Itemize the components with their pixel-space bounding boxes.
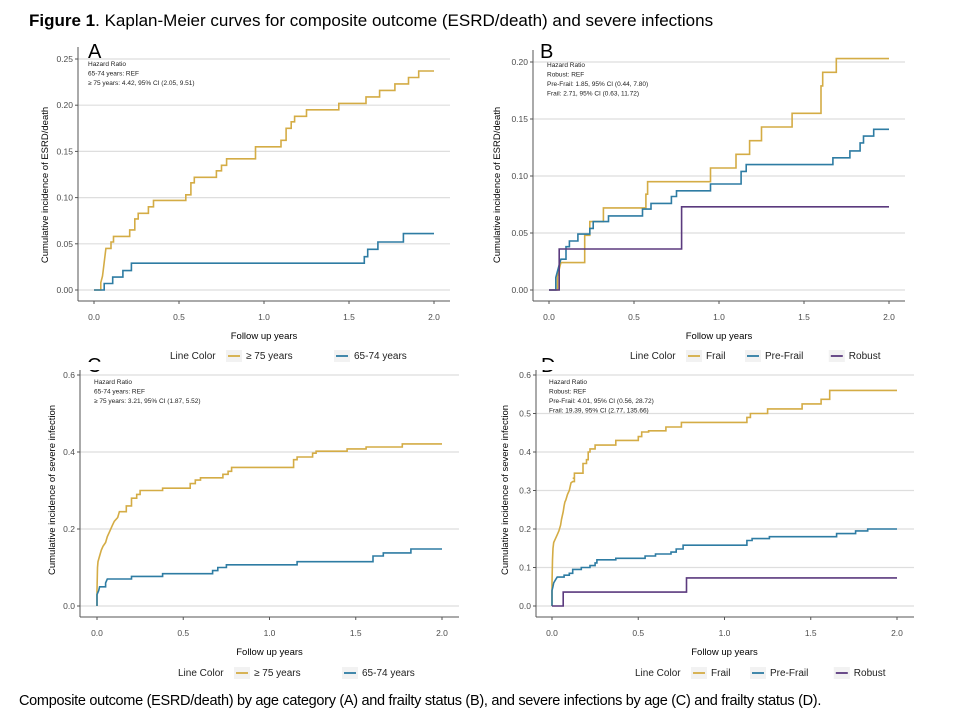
panel-c-legend-label: 65-74 years <box>362 668 415 679</box>
panel-b-hazard-annotation-line: Robust: REF <box>547 72 584 79</box>
panel-d-y-tick-label: 0.3 <box>519 486 531 496</box>
panel-d-y-tick-label: 0.6 <box>519 370 531 380</box>
panel-a-series-65-74-years-line <box>94 232 434 291</box>
panel-a-series--75-years-line <box>94 70 434 291</box>
panel-b-x-tick-label: 1.0 <box>713 312 725 322</box>
panel-a-y-tick-label: 0.10 <box>56 193 73 203</box>
panel-c-y-tick-label: 0.0 <box>63 601 75 611</box>
panel-d-series-robust-line <box>552 577 897 607</box>
panel-a-y-axis-title: Cumulative incidence of ESRD/death <box>40 107 51 263</box>
panel-a-y-tick-label: 0.00 <box>56 285 73 295</box>
panel-c-x-tick-label: 1.0 <box>264 628 276 638</box>
panel-c-hazard-annotation-line: Hazard Ratio <box>94 379 132 386</box>
panel-c-y-tick-label: 0.2 <box>63 524 75 534</box>
panel-b-hazard-annotation-line: Frail: 2.71, 95% CI (0.63, 11.72) <box>547 91 639 98</box>
panel-d-hazard-annotation-line: Robust: REF <box>549 389 586 396</box>
panel-a-hazard-annotation-line: ≥ 75 years: 4.42, 95% CI (2.05, 9.51) <box>88 80 195 87</box>
panel-b-series-frail-line <box>549 57 889 291</box>
panel-c-hazard-annotation-line: ≥ 75 years: 3.21, 95% CI (1.87, 5.52) <box>94 398 201 405</box>
panel-d-series-frail-line <box>551 389 897 606</box>
panel-b-y-tick-label: 0.10 <box>511 171 528 181</box>
panel-a-y-tick-label: 0.05 <box>56 239 73 249</box>
panel-d-legend-label: Robust <box>854 668 886 679</box>
legend-clip-mask <box>0 362 957 370</box>
panel-b-x-tick-label: 0.5 <box>628 312 640 322</box>
panel-d-series-pre-frail-line <box>551 528 897 606</box>
panel-b-series-pre-frail-line <box>549 128 889 291</box>
panel-b-legend-title: Line Color <box>630 351 676 362</box>
panel-d-x-tick-label: 0.5 <box>632 628 644 638</box>
panel-a-x-tick-label: 1.5 <box>343 312 355 322</box>
panel-d-legend-label: Frail <box>711 668 730 679</box>
panel-d-y-tick-label: 0.5 <box>519 409 531 419</box>
panel-b-hazard-annotation-line: Hazard Ratio <box>547 62 585 69</box>
panel-a-legend-label: ≥ 75 years <box>246 351 293 362</box>
panel-b-series-robust-line <box>549 206 889 291</box>
panel-d-legend-title: Line Color <box>635 668 681 679</box>
panel-a-legend-title: Line Color <box>170 351 216 362</box>
panel-a-x-tick-label: 0.0 <box>88 312 100 322</box>
panel-d-x-tick-label: 2.0 <box>891 628 903 638</box>
panel-d-x-tick-label: 1.0 <box>719 628 731 638</box>
panel-d-hazard-annotation-line: Frail: 19.39, 95% CI (2.77, 135.66) <box>549 408 649 415</box>
panel-a-hazard-annotation-line: 65-74 years: REF <box>88 71 139 78</box>
panel-b-letter: B <box>540 41 553 63</box>
panel-b-legend-label: Pre-Frail <box>765 351 803 362</box>
panel-c-x-tick-label: 2.0 <box>436 628 448 638</box>
figure-title: Figure 1. Kaplan-Meier curves for compos… <box>29 11 713 31</box>
panel-b-y-axis-title: Cumulative incidence of ESRD/death <box>492 107 503 263</box>
panel-a-letter: A <box>88 41 102 63</box>
panel-a-x-tick-label: 1.0 <box>258 312 270 322</box>
panel-d-y-tick-label: 0.0 <box>519 601 531 611</box>
panel-b-x-tick-label: 1.5 <box>798 312 810 322</box>
panel-a-x-axis-title: Follow up years <box>231 331 298 342</box>
figure-title-bold: Figure 1 <box>29 11 96 30</box>
panel-d-legend-label: Pre-Frail <box>770 668 808 679</box>
panel-b-y-tick-label: 0.15 <box>511 114 528 124</box>
panel-b-x-tick-label: 0.0 <box>543 312 555 322</box>
panel-a-y-tick-label: 0.15 <box>56 146 73 156</box>
panel-d-y-tick-label: 0.4 <box>519 447 531 457</box>
panel-b-y-tick-label: 0.20 <box>511 57 528 67</box>
panel-d-hazard-annotation-line: Hazard Ratio <box>549 379 587 386</box>
panel-d-x-tick-label: 1.5 <box>805 628 817 638</box>
panel-d-y-tick-label: 0.2 <box>519 524 531 534</box>
panel-c-y-tick-label: 0.6 <box>63 370 75 380</box>
panel-c-x-tick-label: 1.5 <box>350 628 362 638</box>
panel-b-hazard-annotation-line: Pre-Frail: 1.85, 95% CI (0.44, 7.80) <box>547 81 648 88</box>
panel-b-y-tick-label: 0.05 <box>511 228 528 238</box>
panel-d-hazard-annotation-line: Pre-Frail: 4.01, 95% CI (0.56, 28.72) <box>549 398 654 405</box>
panel-b-legend-label: Robust <box>849 351 881 362</box>
panel-c-series-65-74-years-line <box>96 548 442 606</box>
panel-a-y-tick-label: 0.25 <box>56 54 73 64</box>
panel-c-y-axis-title: Cumulative incidence of severe infection <box>47 405 58 575</box>
panel-d-x-tick-label: 0.0 <box>546 628 558 638</box>
panel-b-y-tick-label: 0.00 <box>511 285 528 295</box>
panel-a-legend-label: 65-74 years <box>354 351 407 362</box>
panel-a-x-tick-label: 0.5 <box>173 312 185 322</box>
panel-c-legend-label: ≥ 75 years <box>254 668 301 679</box>
panel-b-x-tick-label: 2.0 <box>883 312 895 322</box>
panel-c-x-tick-label: 0.5 <box>177 628 189 638</box>
panel-c-x-tick-label: 0.0 <box>91 628 103 638</box>
panel-c-series--75-years-line <box>96 443 442 606</box>
panel-c-hazard-annotation-line: 65-74 years: REF <box>94 389 145 396</box>
panel-a-y-tick-label: 0.20 <box>56 100 73 110</box>
panel-b-legend-label: Frail <box>706 351 725 362</box>
figure-caption: Composite outcome (ESRD/death) by age ca… <box>19 693 822 709</box>
panel-a-hazard-annotation-line: Hazard Ratio <box>88 61 126 68</box>
panel-d-y-tick-label: 0.1 <box>519 563 531 573</box>
panel-c-legend-title: Line Color <box>178 668 224 679</box>
panel-d-x-axis-title: Follow up years <box>691 647 758 658</box>
panel-a-x-tick-label: 2.0 <box>428 312 440 322</box>
panel-c-x-axis-title: Follow up years <box>236 647 303 658</box>
panel-c-y-tick-label: 0.4 <box>63 447 75 457</box>
panel-b-x-axis-title: Follow up years <box>686 331 753 342</box>
figure-title-text: . Kaplan-Meier curves for composite outc… <box>95 11 714 30</box>
panel-d-y-axis-title: Cumulative incidence of severe infection <box>500 405 511 575</box>
